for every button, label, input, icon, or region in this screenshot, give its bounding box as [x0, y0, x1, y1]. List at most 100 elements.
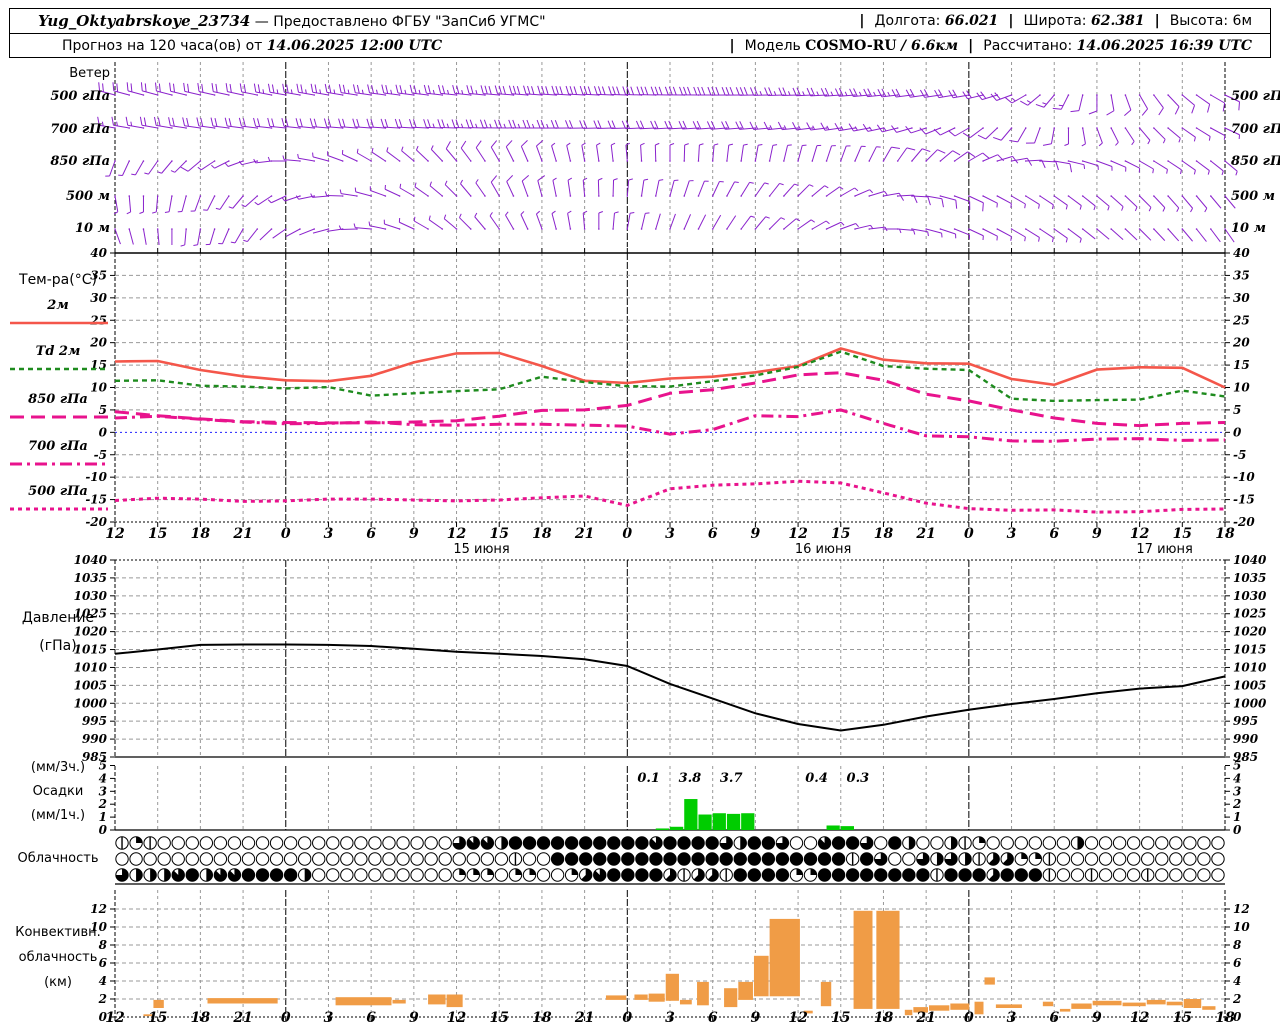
svg-text:3.8: 3.8 [679, 771, 702, 786]
svg-text:25: 25 [1232, 313, 1250, 327]
svg-text:-15: -15 [1233, 493, 1255, 507]
separator: | [1008, 13, 1014, 29]
svg-text:1020: 1020 [1233, 625, 1267, 639]
svg-text:10: 10 [1233, 920, 1250, 934]
longitude-block: Долгота: 66.021 [875, 13, 999, 29]
provider-text: — Предоставлено ФГБУ "ЗапСиб УГМС" [254, 14, 546, 30]
svg-text:0: 0 [99, 425, 108, 439]
longitude-label: Долгота: [874, 13, 941, 29]
station-block: Yug_Oktyabrskoye_23734 — Предоставлено Ф… [38, 12, 546, 30]
model-label: Модель [744, 38, 801, 54]
svg-text:3: 3 [324, 526, 334, 542]
wind-level-label-850hpa-right: 850 гПа [1231, 154, 1280, 169]
svg-text:9: 9 [751, 1010, 761, 1024]
svg-text:8: 8 [99, 938, 108, 952]
svg-text:1000: 1000 [1233, 696, 1267, 710]
separator: | [968, 38, 974, 54]
svg-text:0: 0 [964, 526, 974, 542]
svg-text:3: 3 [1007, 1010, 1017, 1024]
wind-level-label-500hpa: 500 гПа [50, 89, 110, 104]
svg-text:15: 15 [148, 1010, 167, 1024]
svg-text:1: 1 [1233, 810, 1241, 824]
svg-text:1040: 1040 [1233, 553, 1267, 567]
svg-text:0: 0 [281, 526, 291, 542]
svg-text:20: 20 [1232, 336, 1250, 350]
svg-text:21: 21 [574, 1010, 594, 1024]
calculated-time: 14.06.2025 16:39 UTC [1076, 38, 1252, 54]
svg-text:9: 9 [1092, 1010, 1102, 1024]
wind-level-label-700hpa: 700 гПа [50, 122, 110, 137]
svg-text:18: 18 [191, 1010, 211, 1024]
svg-text:21: 21 [574, 526, 594, 542]
svg-text:1035: 1035 [1233, 571, 1266, 585]
svg-text:6: 6 [366, 1010, 376, 1024]
precip-unit-1h-label: (мм/1ч.) [30, 808, 86, 823]
svg-text:15: 15 [831, 1010, 850, 1024]
svg-text:25: 25 [89, 313, 107, 327]
longitude-value: 66.021 [944, 13, 999, 29]
legend-label-500hpa: 500 гПа [28, 484, 88, 499]
svg-text:6: 6 [1233, 956, 1242, 970]
svg-text:18: 18 [1215, 1010, 1235, 1024]
svg-text:15: 15 [489, 526, 508, 542]
svg-text:10: 10 [90, 381, 107, 395]
svg-text:3: 3 [324, 1010, 334, 1024]
svg-text:1010: 1010 [1233, 660, 1267, 674]
svg-text:4: 4 [99, 771, 107, 785]
svg-text:5: 5 [99, 759, 107, 773]
header-row-2: Прогноз на 120 часа(ов) от 14.06.2025 12… [10, 34, 1270, 58]
svg-text:18: 18 [191, 526, 211, 542]
svg-text:985: 985 [82, 750, 107, 764]
svg-text:40: 40 [90, 246, 107, 260]
svg-text:12: 12 [788, 526, 808, 542]
cloud-panel-label: Облачность [17, 851, 99, 866]
svg-text:0.3: 0.3 [847, 771, 870, 786]
svg-text:21: 21 [915, 1010, 935, 1024]
svg-text:35: 35 [90, 268, 107, 282]
svg-text:3.7: 3.7 [720, 771, 743, 786]
calc-block: Рассчитано: 14.06.2025 16:39 UTC [983, 38, 1252, 54]
svg-text:-5: -5 [1233, 448, 1246, 462]
wind-level-label-10m: 10 м [75, 221, 110, 236]
header-row-1: Yug_Oktyabrskoye_23734 — Предоставлено Ф… [10, 9, 1270, 34]
precip-panel-label: Осадки [32, 784, 84, 799]
svg-text:18: 18 [1215, 526, 1235, 542]
altitude-value: 6м [1232, 13, 1252, 29]
pressure-unit-label: (гПа) [39, 638, 77, 654]
svg-text:9: 9 [409, 1010, 419, 1024]
svg-text:2: 2 [98, 992, 107, 1006]
conv-panel-label-1: Конвективн. [15, 925, 101, 940]
svg-text:18: 18 [874, 526, 894, 542]
svg-text:6: 6 [708, 526, 718, 542]
conv-panel-label-2: облачность [18, 950, 98, 965]
svg-text:4: 4 [1233, 771, 1241, 785]
svg-text:990: 990 [1233, 732, 1259, 746]
svg-text:18: 18 [532, 1010, 552, 1024]
svg-text:9: 9 [751, 526, 761, 542]
svg-text:40: 40 [1233, 246, 1250, 260]
latitude-label: Широта: [1023, 13, 1087, 29]
svg-text:0.1: 0.1 [637, 771, 660, 786]
altitude-block: Высота: 6м [1170, 13, 1252, 29]
svg-text:15 июня: 15 июня [453, 542, 509, 557]
svg-text:4: 4 [1233, 974, 1241, 988]
svg-text:1010: 1010 [74, 660, 108, 674]
svg-text:1025: 1025 [74, 607, 107, 621]
svg-text:6: 6 [1049, 1010, 1059, 1024]
svg-text:1030: 1030 [74, 589, 108, 603]
svg-text:10: 10 [90, 920, 107, 934]
svg-text:-20: -20 [1233, 515, 1255, 529]
svg-text:2: 2 [1232, 797, 1241, 811]
header-bar: Yug_Oktyabrskoye_23734 — Предоставлено Ф… [9, 8, 1271, 58]
legend-label-700hpa: 700 гПа [28, 439, 88, 454]
svg-text:5: 5 [1233, 403, 1241, 417]
svg-text:17 июня: 17 июня [1136, 542, 1192, 557]
svg-text:12: 12 [1233, 902, 1250, 916]
svg-text:3: 3 [1007, 526, 1017, 542]
svg-text:15: 15 [831, 526, 850, 542]
svg-text:35: 35 [1233, 268, 1250, 282]
svg-text:9: 9 [409, 526, 419, 542]
legend-label-850hpa: 850 гПа [28, 392, 88, 407]
pressure-panel-label: Давление [21, 610, 95, 626]
